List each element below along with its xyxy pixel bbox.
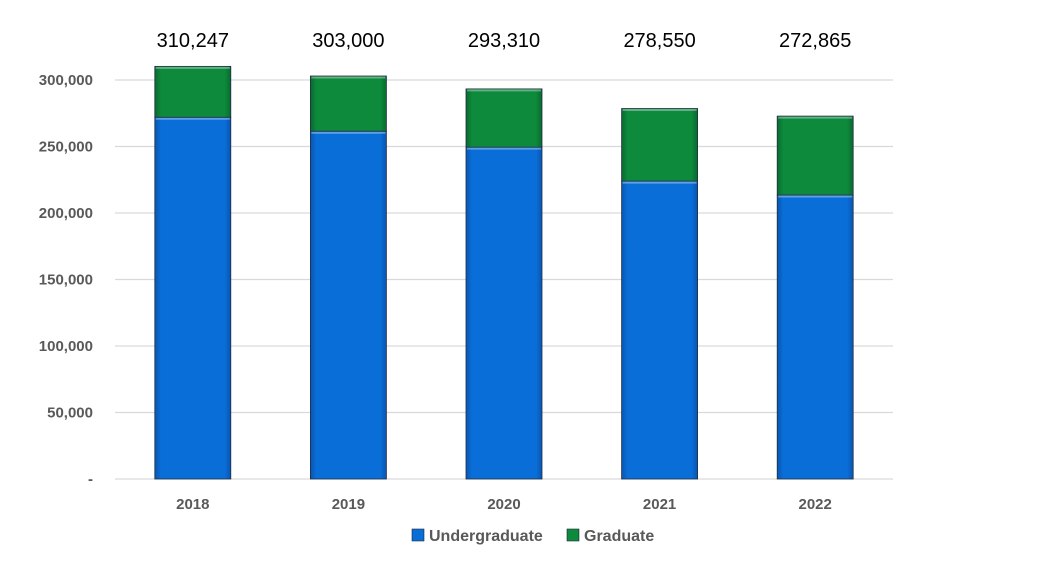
legend-swatch-undergraduate <box>411 528 425 542</box>
bar-undergraduate-2020 <box>465 146 543 480</box>
x-tick-label: 2019 <box>332 496 365 513</box>
x-tick-label: 2022 <box>799 496 832 513</box>
legend-swatch-graduate <box>566 528 580 542</box>
bar-undergraduate-2021 <box>621 180 698 480</box>
bars <box>154 65 854 480</box>
total-labels: 310,247 303,000 293,310 278,550 272,865 <box>157 30 852 52</box>
total-label-2019: 303,000 <box>312 30 384 52</box>
legend-label-graduate: Graduate <box>584 528 654 545</box>
total-label-2022: 272,865 <box>779 30 851 52</box>
bar-graduate-2019 <box>309 75 387 132</box>
y-axis-ticks: - 50,000 100,000 150,000 200,000 250,000 300,0… <box>39 72 93 488</box>
x-tick-label: 2018 <box>176 496 209 513</box>
total-label-2018: 310,247 <box>157 30 229 52</box>
bar-undergraduate-2022 <box>776 194 854 480</box>
bar-graduate-2018 <box>154 65 232 118</box>
legend-label-undergraduate: Undergraduate <box>429 528 543 545</box>
y-tick-label: 150,000 <box>39 272 93 289</box>
x-tick-label: 2020 <box>487 496 520 513</box>
total-label-2021: 278,550 <box>623 30 695 52</box>
y-tick-label: 300,000 <box>39 72 93 89</box>
total-label-2020: 293,310 <box>468 30 540 52</box>
y-tick-label: 200,000 <box>39 205 93 222</box>
y-tick-label: 50,000 <box>47 405 93 422</box>
y-tick-label: - <box>88 471 93 488</box>
bar-graduate-2020 <box>465 88 543 148</box>
y-tick-label: 250,000 <box>39 139 93 156</box>
legend: Undergraduate Graduate <box>411 528 654 545</box>
bar-graduate-2022 <box>776 115 854 196</box>
x-axis-ticks: 2018 2019 2020 2021 2022 <box>176 496 832 513</box>
bar-undergraduate-2019 <box>309 130 387 480</box>
bar-graduate-2021 <box>621 108 698 182</box>
y-tick-label: 100,000 <box>39 338 93 355</box>
bar-undergraduate-2018 <box>154 116 232 480</box>
x-tick-label: 2021 <box>643 496 676 513</box>
